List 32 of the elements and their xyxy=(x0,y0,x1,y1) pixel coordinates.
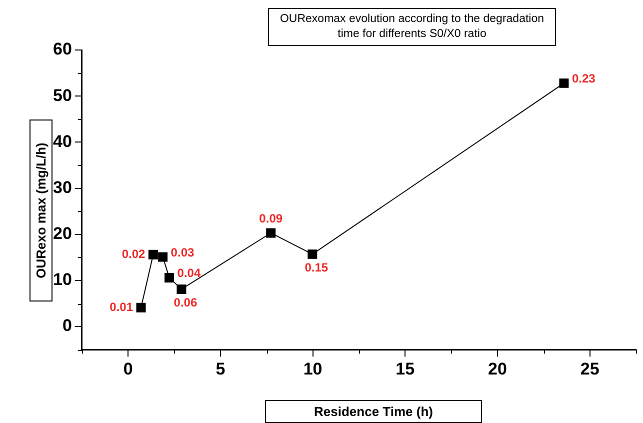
x-tick-label: 20 xyxy=(488,359,507,378)
annotation: 0.02 xyxy=(122,246,146,261)
x-tick-label: 25 xyxy=(580,359,600,378)
annotation: 0.15 xyxy=(304,260,328,274)
y-tick-label: 30 xyxy=(52,178,72,197)
point xyxy=(136,302,146,312)
chart-title: OURexomax evolution according to the degradation time for differents S0/X0 ratio xyxy=(268,8,556,46)
annotation: 0.03 xyxy=(170,245,194,260)
y-tick-label: 0 xyxy=(62,316,72,336)
y-axis-title: OURexo max (mg/L/h) xyxy=(30,120,52,302)
annotation: 0.01 xyxy=(110,300,134,314)
y-tick-label: 40 xyxy=(52,132,72,151)
x-tick-label: 5 xyxy=(216,359,226,378)
x-tick-label: 10 xyxy=(303,359,322,378)
y-tick-label: 10 xyxy=(52,270,72,290)
y-tick-label: 60 xyxy=(52,40,72,59)
y-tick-label: 50 xyxy=(52,86,72,105)
x-axis-title: Residence Time (h) xyxy=(265,400,482,423)
x-tick-label: 15 xyxy=(396,359,415,378)
point xyxy=(176,284,186,294)
point xyxy=(308,249,318,259)
annotation: 0.06 xyxy=(174,296,198,310)
y-tick-label: 20 xyxy=(52,224,72,244)
point xyxy=(148,250,158,260)
annotation: 0.04 xyxy=(177,266,201,280)
point xyxy=(266,228,276,238)
annotation: 0.23 xyxy=(572,72,596,86)
annotation: 0.09 xyxy=(259,211,283,226)
point xyxy=(164,272,174,282)
x-tick-label: 0 xyxy=(123,359,133,378)
point xyxy=(559,78,569,88)
point xyxy=(158,252,168,262)
